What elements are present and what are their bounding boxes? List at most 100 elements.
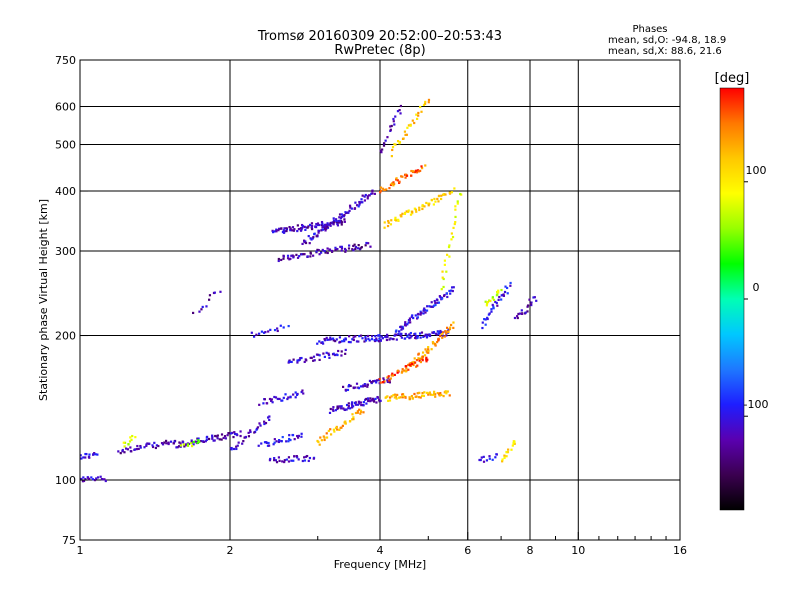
data-point: [173, 440, 176, 443]
data-point: [249, 430, 252, 434]
data-point: [416, 335, 419, 338]
data-point: [375, 337, 378, 340]
data-point: [270, 399, 273, 402]
data-point: [379, 191, 382, 194]
colorbar-gradient: [719, 87, 745, 511]
data-point: [432, 203, 435, 206]
data-point: [370, 338, 374, 341]
data-point: [438, 331, 442, 335]
data-point: [352, 386, 355, 389]
data-point: [219, 290, 222, 293]
data-point: [318, 253, 321, 256]
data-point: [400, 371, 403, 374]
data-point: [513, 316, 517, 320]
data-point: [373, 192, 376, 195]
data-point: [281, 399, 284, 402]
x-tick-label: 4: [377, 544, 384, 557]
data-point: [146, 442, 149, 445]
data-point: [381, 337, 384, 340]
data-point: [282, 255, 285, 258]
data-point: [270, 398, 273, 401]
data-point: [272, 231, 275, 234]
data-point: [80, 477, 83, 481]
data-point: [422, 103, 426, 107]
data-point: [446, 295, 449, 299]
data-point: [441, 276, 444, 279]
data-point: [332, 428, 335, 431]
data-point: [351, 248, 354, 251]
data-point: [306, 226, 309, 229]
data-point: [383, 221, 386, 224]
data-point: [126, 448, 129, 451]
data-point: [336, 224, 340, 227]
data-point: [433, 304, 436, 307]
chart-subtitle: RwPretec (8p): [334, 43, 425, 58]
data-point: [425, 358, 428, 361]
data-point: [411, 396, 414, 400]
data-point: [395, 178, 398, 181]
data-point: [506, 286, 509, 290]
data-point: [339, 245, 342, 248]
data-point: [414, 336, 417, 340]
data-point: [202, 440, 205, 443]
data-point: [420, 110, 423, 113]
data-point: [155, 444, 158, 447]
data-point: [304, 241, 308, 245]
data-point: [362, 384, 365, 387]
data-point: [485, 302, 489, 305]
data-point: [324, 229, 327, 232]
data-point: [379, 186, 383, 189]
data-point: [498, 295, 501, 299]
data-point: [358, 335, 361, 338]
data-point: [375, 379, 379, 382]
data-point: [348, 407, 352, 410]
data-point: [336, 428, 339, 431]
data-point: [224, 437, 227, 440]
data-point: [360, 201, 363, 204]
data-point: [326, 247, 329, 250]
data-point: [507, 448, 510, 451]
data-point: [497, 289, 500, 292]
data-point: [451, 235, 455, 239]
data-point: [151, 444, 154, 447]
data-point: [500, 294, 503, 297]
data-point: [488, 312, 491, 315]
data-point: [380, 335, 383, 338]
data-point: [298, 358, 301, 361]
data-point: [414, 361, 417, 364]
data-point: [438, 394, 441, 397]
data-point: [459, 192, 462, 196]
data-point: [235, 445, 238, 448]
data-point: [506, 292, 509, 295]
data-point: [433, 197, 436, 201]
data-point: [264, 330, 267, 334]
data-point: [383, 226, 386, 229]
data-point: [405, 174, 409, 177]
data-point: [220, 433, 224, 436]
data-point: [391, 145, 395, 149]
data-point: [329, 428, 332, 431]
data-point: [179, 442, 182, 445]
data-point: [372, 380, 375, 383]
data-point: [330, 221, 333, 224]
data-point: [90, 476, 93, 479]
data-point: [289, 229, 292, 232]
data-point: [430, 301, 433, 304]
data-point: [437, 332, 440, 335]
data-point: [390, 219, 393, 222]
data-point: [239, 434, 242, 438]
data-point: [84, 456, 87, 459]
data-point: [516, 315, 519, 318]
data-point: [95, 477, 98, 480]
data-point: [334, 409, 337, 412]
data-point: [491, 303, 494, 306]
data-point: [318, 443, 321, 446]
data-point: [321, 228, 325, 231]
data-point: [278, 227, 281, 230]
data-point: [153, 441, 156, 444]
data-point: [399, 104, 403, 108]
data-point: [298, 255, 301, 258]
data-point: [427, 351, 430, 354]
x-tick-label: 1: [77, 544, 84, 557]
data-point: [348, 383, 351, 387]
